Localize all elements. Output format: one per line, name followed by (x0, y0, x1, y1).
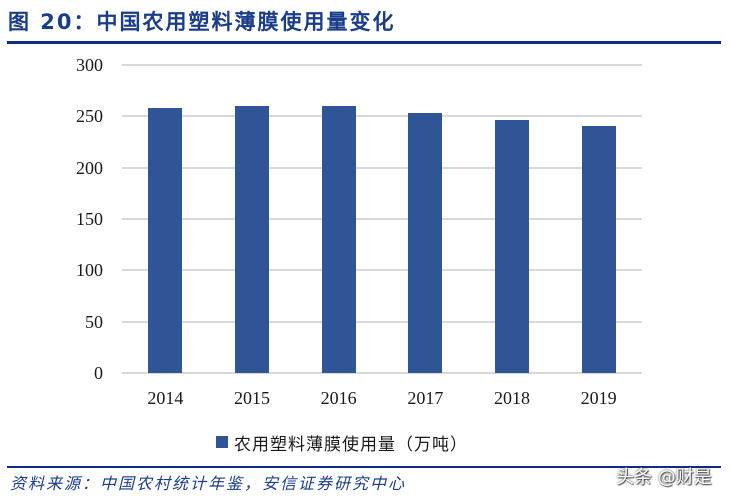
y-axis-tick-label: 150 (76, 209, 103, 229)
gridline (122, 320, 642, 323)
gridline (122, 218, 642, 220)
x-axis-tick-label: 2017 (407, 388, 444, 408)
gridline (122, 115, 642, 118)
x-axis-tick-label: 2018 (494, 388, 530, 408)
x-axis-tick-label: 2014 (147, 388, 184, 408)
bar-2014 (148, 108, 183, 373)
footer-divider (7, 466, 721, 468)
legend-label: 农用塑料薄膜使用量（万吨） (234, 434, 468, 455)
x-axis-tick-label: 2015 (234, 388, 270, 408)
bar-2016 (321, 106, 356, 373)
x-axis-tick-label: 2019 (580, 388, 617, 408)
watermark: 头条 @财是 (616, 467, 712, 488)
bar-2018 (495, 120, 529, 373)
bar-2015 (235, 106, 269, 373)
y-axis-tick-label: 250 (76, 106, 103, 127)
y-axis-tick-label: 100 (76, 260, 103, 281)
legend-swatch-icon (216, 436, 228, 448)
gridline (122, 372, 642, 374)
bar-chart: 0 50 100 150 200 250 300 2014 2015 2016 2017 2018 20… (76, 55, 642, 408)
gridline (122, 269, 642, 272)
x-axis-tick-label: 2016 (320, 388, 357, 408)
source-note: 资料来源：中国农村统计年鉴，安信证券研究中心 (10, 474, 407, 493)
bar-2017 (408, 113, 443, 373)
bar-2019 (581, 125, 616, 373)
gridline (122, 166, 642, 169)
y-axis-tick-label: 50 (85, 311, 103, 332)
title-divider (7, 41, 721, 44)
y-axis-tick-label: 0 (94, 363, 103, 383)
gridline (122, 64, 642, 66)
figure-title: 图 20：中国农用塑料薄膜使用量变化 (8, 10, 396, 34)
chart-legend: 农用塑料薄膜使用量（万吨） (216, 430, 468, 455)
y-axis-tick-label: 200 (76, 157, 103, 178)
y-axis-tick-label: 300 (76, 55, 103, 75)
